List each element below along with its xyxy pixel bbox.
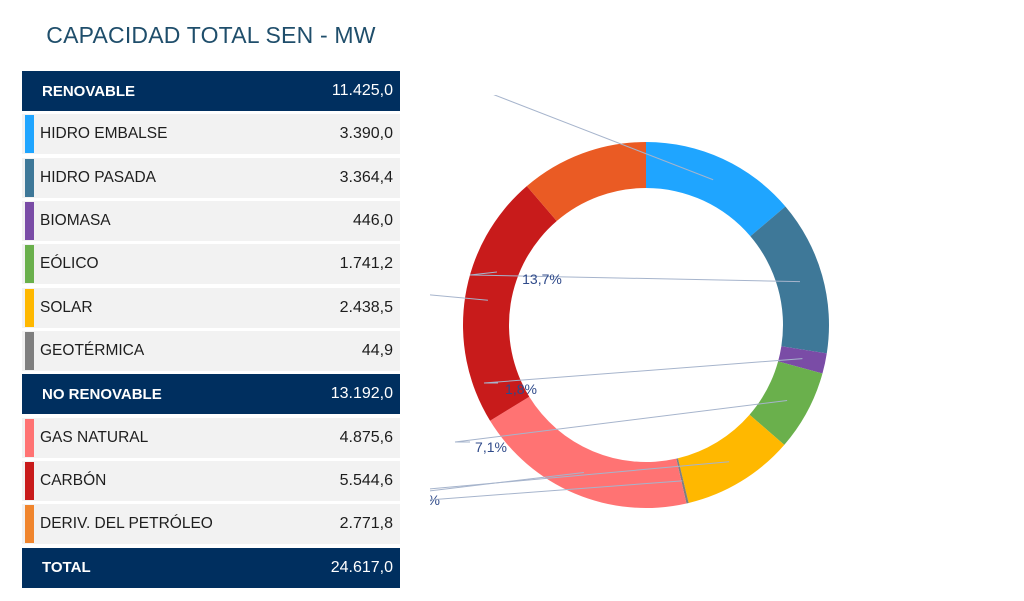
donut-slice (676, 458, 689, 504)
table-row: GAS NATURAL 4.875,6 (22, 417, 400, 458)
donut-slice (490, 396, 687, 508)
row-label: TOTAL (42, 559, 91, 577)
color-swatch (25, 418, 34, 457)
color-swatch (25, 462, 34, 501)
donut-slice (646, 142, 786, 237)
row-value: 11.425,0 (331, 82, 393, 99)
table-header-row: RENOVABLE 11.425,0 (22, 71, 400, 111)
slice-label: 7,1% (475, 439, 507, 455)
table-header-row: TOTAL 24.617,0 (22, 547, 400, 588)
table-row: CARBÓN 5.544,6 (22, 461, 400, 502)
row-label: HIDRO PASADA (40, 168, 156, 186)
color-swatch (25, 158, 34, 197)
slice-label: 13,7% (522, 271, 562, 287)
row-value: 5.544,6 (339, 472, 393, 490)
leader-line (493, 95, 714, 181)
row-label: SOLAR (40, 298, 93, 316)
row-label: GEOTÉRMICA (40, 342, 145, 360)
row-label: BIOMASA (40, 212, 111, 230)
leader-line (483, 358, 803, 384)
donut-slice (750, 206, 829, 354)
row-value: 44,9 (361, 342, 393, 360)
donut-slice (463, 186, 557, 421)
donut-slice (677, 414, 785, 503)
row-label: DERIV. DEL PETRÓLEO (40, 515, 213, 533)
row-value: 2.771,8 (339, 515, 393, 533)
row-value: 446,0 (352, 212, 393, 230)
table-row: DERIV. DEL PETRÓLEO 2.771,8 (22, 504, 400, 545)
leader-line (454, 399, 788, 443)
table-row: EÓLICO 1.741,2 (22, 244, 400, 285)
row-label: GAS NATURAL (40, 428, 149, 446)
color-swatch (25, 202, 34, 241)
table-row: HIDRO EMBALSE 3.390,0 (22, 114, 400, 155)
table-row: HIDRO PASADA 3.364,4 (22, 157, 400, 198)
leader-line (430, 480, 683, 501)
row-value: 3.364,4 (339, 168, 393, 186)
row-label: NO RENOVABLE (42, 385, 162, 403)
row-value: 1.741,2 (339, 255, 393, 273)
donut-chart: 13,8%13,7%1,8%7,1%9,9%0,2%19,8%22,5%11,3… (430, 95, 829, 508)
color-swatch (25, 288, 34, 327)
row-value: 3.390,0 (339, 125, 393, 143)
row-value: 13.192,0 (330, 385, 393, 403)
donut-slice (749, 361, 823, 445)
slice-label: 1,8% (505, 381, 537, 397)
color-swatch (25, 245, 34, 284)
row-label: RENOVABLE (42, 82, 136, 100)
row-label: EÓLICO (40, 255, 99, 273)
row-value: 24.617,0 (330, 558, 393, 576)
table-header-row: NO RENOVABLE 13.192,0 (22, 374, 400, 415)
row-value: 2.438,5 (339, 298, 393, 316)
donut-slice (778, 346, 827, 374)
table-row: SOLAR 2.438,5 (22, 287, 400, 328)
page-title: CAPACIDAD TOTAL SEN - MW (46, 22, 376, 48)
table-row: GEOTÉRMICA 44,9 (22, 331, 400, 372)
row-value: 4.875,6 (339, 428, 393, 446)
capacity-table: RENOVABLE 11.425,0 HIDRO EMBALSE 3.390,0 HID… (22, 71, 400, 591)
table-row: BIOMASA 446,0 (22, 201, 400, 242)
row-label: HIDRO EMBALSE (40, 125, 168, 143)
donut-slice (526, 142, 646, 222)
color-swatch (25, 505, 34, 544)
leader-line (469, 271, 801, 283)
color-swatch (25, 332, 34, 371)
leader-line (430, 471, 584, 492)
color-swatch (25, 115, 34, 154)
row-label: CARBÓN (40, 472, 107, 490)
leader-line (430, 461, 730, 490)
